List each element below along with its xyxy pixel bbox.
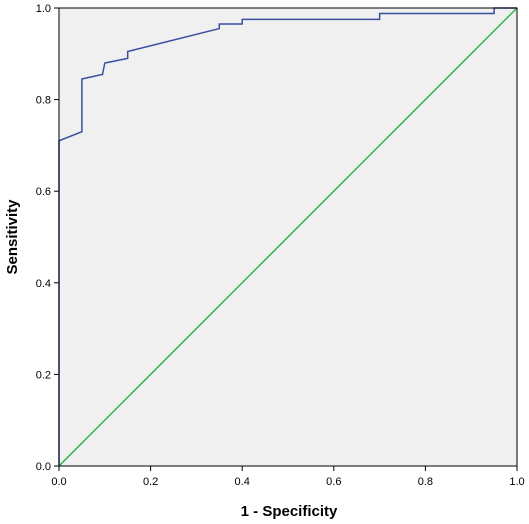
y-axis-ticks: 0.0 0.2 0.4 0.6 0.8 1.0 <box>36 3 59 473</box>
y-tick-label: 0.8 <box>36 95 51 107</box>
x-axis-ticks: 0.0 0.2 0.4 0.6 0.8 1.0 <box>51 466 525 488</box>
y-tick-label: 0.0 <box>36 461 51 473</box>
y-axis-title: Sensitivity <box>4 199 21 275</box>
plot-frame <box>58 7 518 467</box>
x-tick-label: 1.0 <box>509 476 524 488</box>
x-axis-title: 1 - Specificity <box>241 503 338 520</box>
x-tick-label: 0.6 <box>326 476 341 488</box>
x-tick-label: 0.0 <box>51 476 66 488</box>
y-tick-label: 0.2 <box>36 369 51 381</box>
x-tick-label: 0.2 <box>143 476 158 488</box>
y-tick-label: 1.0 <box>36 3 51 15</box>
x-tick-label: 0.4 <box>235 476 250 488</box>
series-group <box>58 7 518 467</box>
reference-diagonal-line <box>58 7 518 467</box>
y-tick-label: 0.4 <box>36 278 51 290</box>
roc-curve-line <box>58 7 517 466</box>
y-tick-label: 0.6 <box>36 186 51 198</box>
x-tick-label: 0.8 <box>418 476 433 488</box>
